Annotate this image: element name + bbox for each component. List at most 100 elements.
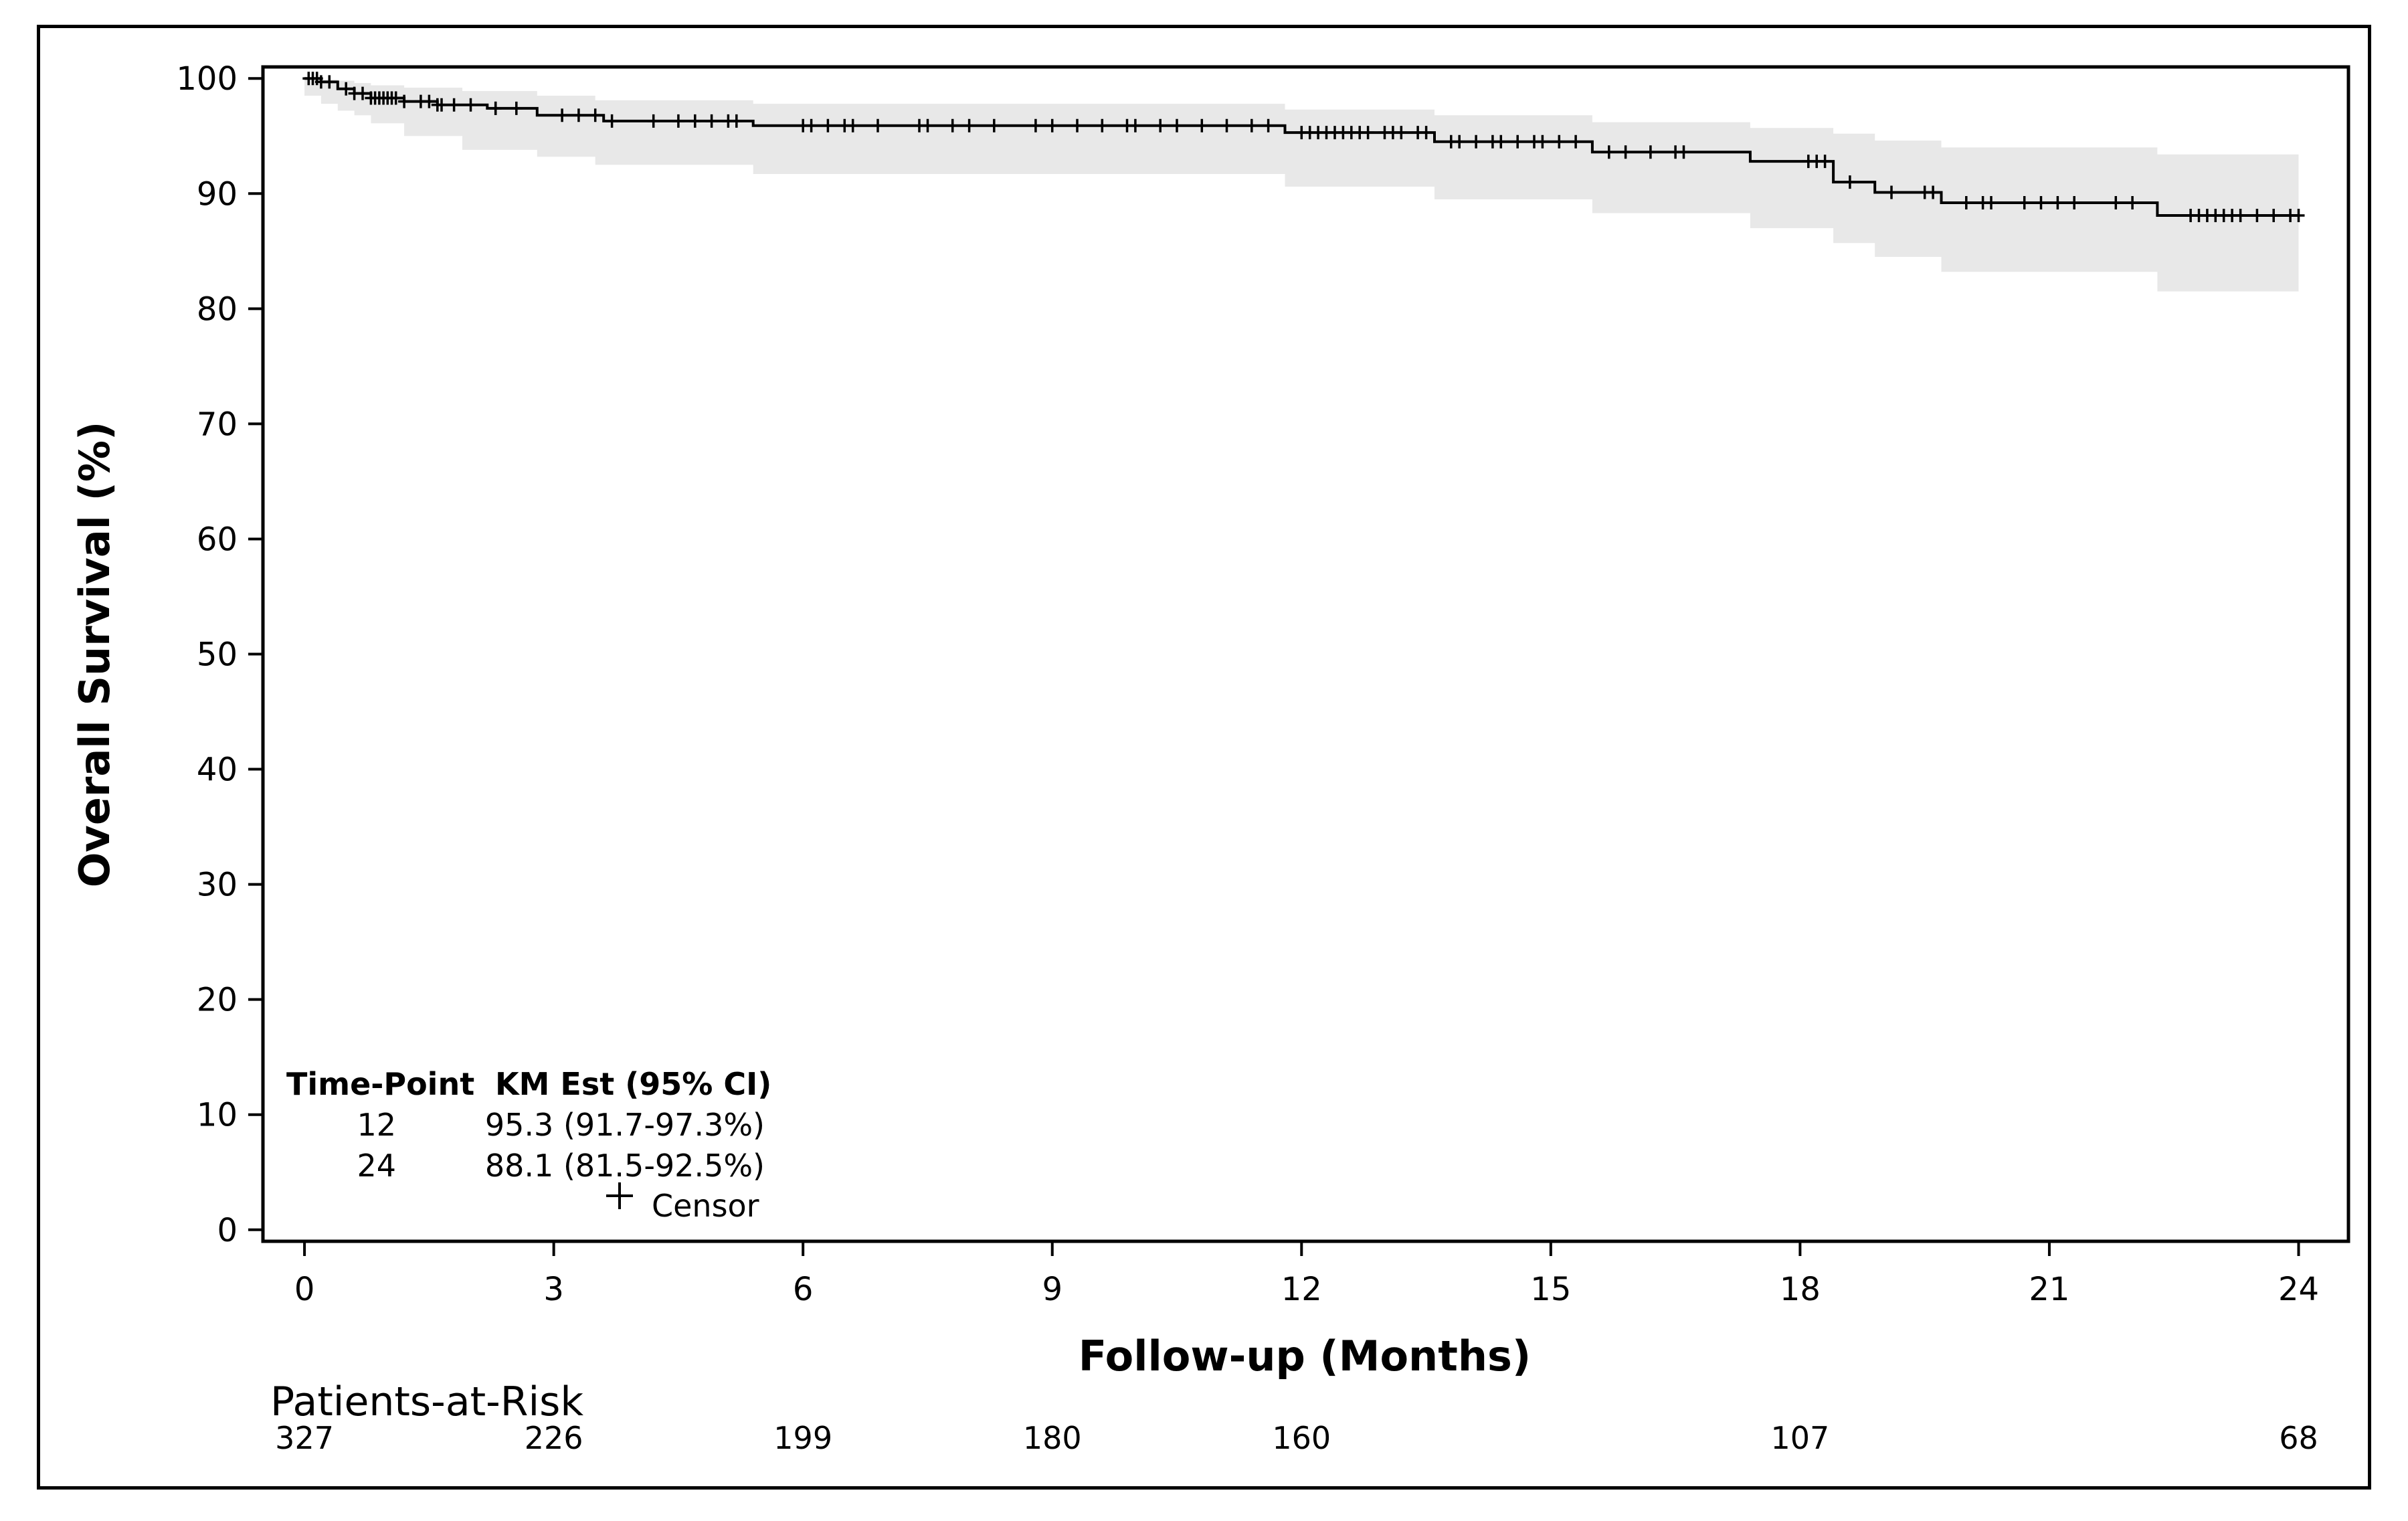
censor-marks [302, 72, 2305, 222]
censor-mark [2234, 209, 2247, 222]
censor-mark [1677, 145, 1690, 159]
x-tick-label: 3 [543, 1271, 564, 1308]
censor-mark [805, 118, 818, 132]
y-tick-label: 30 [197, 867, 238, 904]
censor-mark [1096, 118, 1109, 132]
censor-legend-entry: Censor [606, 1182, 759, 1224]
censor-legend-plus-icon [606, 1182, 633, 1209]
censor-mark [1245, 118, 1258, 132]
censor-mark [2267, 209, 2280, 222]
x-tick-label: 24 [2278, 1271, 2319, 1308]
censor-mark [2251, 209, 2263, 222]
censor-mark [1495, 135, 1507, 149]
censor-mark [556, 108, 569, 122]
censor-mark [2035, 196, 2047, 209]
censor-mark [1071, 118, 1083, 132]
y-tick-label: 90 [197, 175, 238, 213]
inset-header-time-point: Time-Point [286, 1066, 474, 1102]
censor-mark [1362, 126, 1374, 140]
x-axis: 0 3 6 9 12 15 18 21 24 [294, 1241, 2319, 1308]
y-tick-label: 80 [197, 290, 238, 328]
censor-mark [1960, 196, 1972, 209]
censor-mark [1154, 118, 1167, 132]
censor-mark [2018, 196, 2031, 209]
y-tick-label: 100 [176, 60, 238, 98]
x-tick-label: 21 [2029, 1271, 2069, 1308]
censor-mark [1511, 135, 1524, 149]
censor-mark [1570, 135, 1582, 149]
censor-mark [872, 118, 884, 132]
censor-mark [705, 114, 718, 128]
km-estimate-table: Time-Point KM Est (95% CI) 12 95.3 (91.7… [286, 1066, 771, 1224]
censor-mark [1395, 126, 1408, 140]
censor-mark [589, 108, 601, 122]
x-tick-label: 12 [1281, 1271, 1322, 1308]
y-tick-label: 10 [197, 1097, 238, 1134]
risk-count: 180 [1023, 1420, 1082, 1456]
figure-border [37, 25, 2371, 1490]
censor-mark [1046, 118, 1058, 132]
censor-mark [688, 114, 701, 128]
y-axis-title: Overall Survival (%) [70, 422, 119, 888]
censor-mark [1885, 185, 1897, 199]
risk-table-title: Patients-at-Risk [270, 1378, 583, 1425]
censor-mark [2068, 196, 2081, 209]
censor-mark [510, 101, 523, 115]
censor-mark [1129, 118, 1141, 132]
censor-mark [2126, 196, 2139, 209]
y-axis: 0 10 20 30 40 50 60 70 80 90 100 [176, 60, 263, 1249]
y-tick-label: 70 [197, 406, 238, 443]
censor-mark [1029, 118, 1042, 132]
censor-mark [730, 114, 743, 128]
censor-mark [846, 118, 859, 132]
censor-mark [398, 94, 411, 108]
censor-mark [572, 108, 585, 122]
x-axis-title: Follow-up (Months) [1079, 1332, 1531, 1380]
censor-mark [323, 75, 336, 89]
censor-mark [1196, 118, 1208, 132]
inset-row-time: 24 [357, 1148, 396, 1184]
censor-mark [822, 118, 834, 132]
censor-legend-label: Censor [652, 1188, 759, 1224]
censor-mark [1819, 155, 1831, 169]
censor-mark [1619, 145, 1632, 159]
censor-mark [2292, 209, 2305, 222]
censor-mark [647, 114, 660, 128]
censor-mark [1602, 145, 1615, 159]
x-tick-label: 18 [1780, 1271, 1821, 1308]
risk-count: 199 [773, 1420, 832, 1456]
inset-row-estimate: 88.1 (81.5-92.5%) [485, 1148, 765, 1184]
x-tick-label: 6 [793, 1271, 814, 1308]
x-tick-label: 0 [294, 1271, 315, 1308]
censor-mark [672, 114, 684, 128]
censor-mark [1927, 185, 1940, 199]
inset-row-time: 12 [357, 1107, 396, 1143]
risk-count: 68 [2279, 1420, 2318, 1456]
risk-count: 226 [525, 1420, 583, 1456]
censor-mark [1171, 118, 1183, 132]
y-tick-label: 20 [197, 982, 238, 1019]
inset-header-km-est: KM Est (95% CI) [495, 1066, 771, 1102]
censor-mark [1644, 145, 1657, 159]
censor-mark [389, 91, 402, 105]
censor-mark [464, 98, 477, 112]
censor-mark [1420, 126, 1432, 140]
censor-mark [921, 118, 934, 132]
confidence-band [304, 78, 2299, 292]
x-tick-label: 9 [1042, 1271, 1062, 1308]
censor-mark [946, 118, 959, 132]
censor-mark [963, 118, 976, 132]
censor-mark [1262, 118, 1275, 132]
y-tick-label: 40 [197, 751, 238, 789]
x-tick-label: 15 [1530, 1271, 1571, 1308]
risk-table: 327 226 199 180 160 107 68 [275, 1420, 2318, 1456]
inset-row-estimate: 95.3 (91.7-97.3%) [485, 1107, 765, 1143]
risk-count: 327 [275, 1420, 334, 1456]
censor-mark [2051, 196, 2064, 209]
censor-mark [1220, 118, 1233, 132]
ci-band-area [304, 78, 2299, 292]
censor-mark [357, 86, 369, 100]
censor-mark [448, 98, 460, 112]
censor-mark [340, 82, 353, 96]
